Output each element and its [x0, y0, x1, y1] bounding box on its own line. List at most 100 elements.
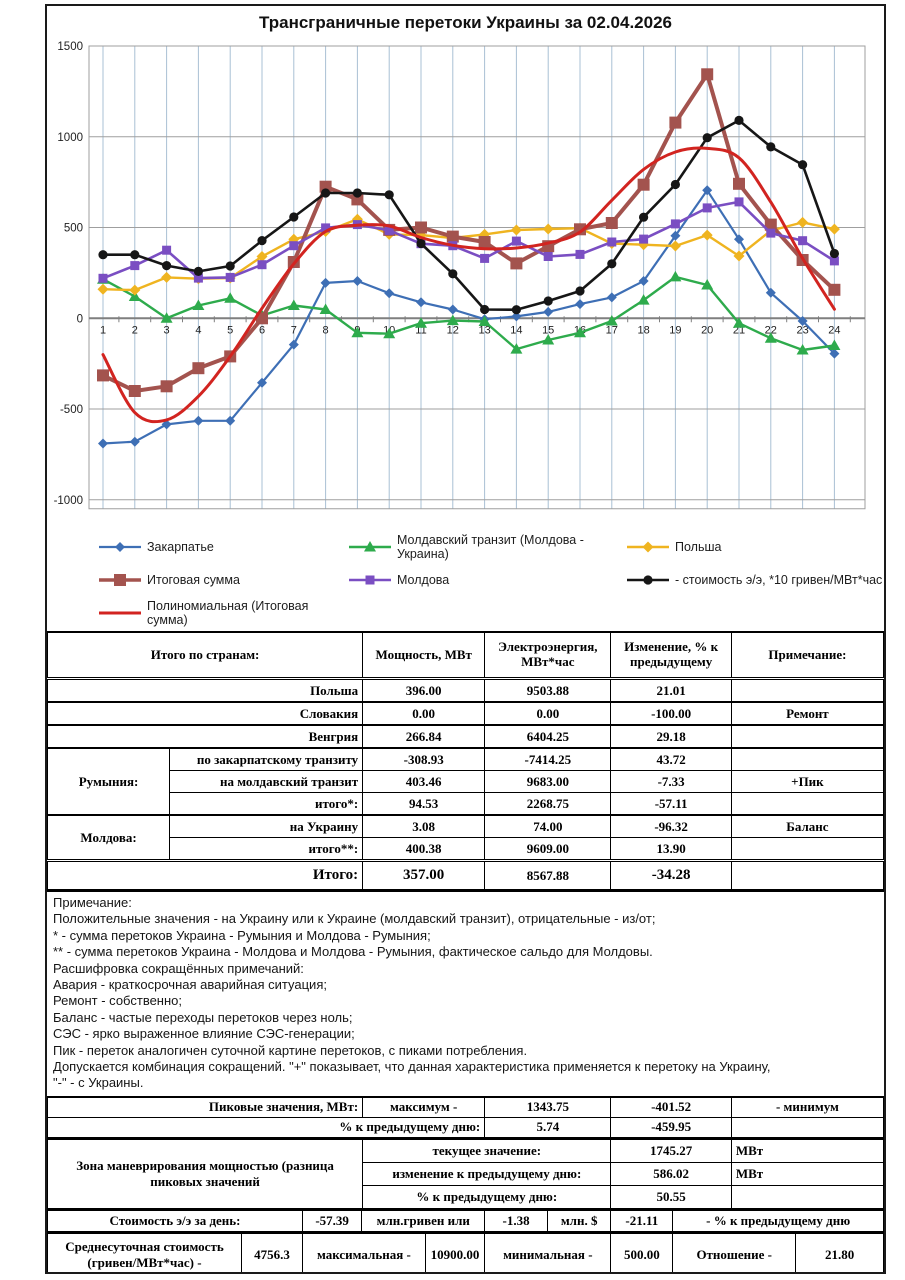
daily-cost-pct-label: - % к предыдущему дню [672, 1209, 884, 1232]
table-row-grand-total: Итого: 357.00 8567.88 -34.28 [47, 859, 884, 890]
legend-marker-diamond-icon [99, 541, 141, 552]
total-energy: 8567.88 [484, 859, 612, 890]
table-row-romania-subtotal: итого*: 94.53 2268.75 -57.11 [48, 792, 884, 816]
daily-cost-usd: -1.38 [484, 1209, 548, 1232]
note-line: Расшифровка сокращённых примечаний: [53, 960, 304, 976]
note-line: ** - сумма перетоков Украина - Молдова и… [53, 944, 653, 960]
country-label: Польша [47, 678, 364, 703]
power-value: 403.46 [362, 770, 486, 793]
svg-text:13: 13 [478, 324, 490, 336]
daily-cost-uah-unit: млн.гривен или [361, 1209, 486, 1232]
peak-values-table: Пиковые значения, МВт: максимум - 1343.7… [47, 1095, 884, 1138]
energy-value: -7414.25 [484, 747, 612, 771]
note-line: Авария - краткосрочная аварийная ситуаци… [53, 977, 327, 993]
change-value: 13.90 [610, 837, 732, 861]
table-row-romania-zakarpattia: Румыния: по закарпатскому транзиту -308.… [47, 747, 884, 816]
zone-row-unit: МВт [730, 1138, 884, 1163]
svg-text:-500: -500 [60, 404, 83, 416]
avg-cost-ratio-value: 21.80 [795, 1232, 884, 1272]
power-value: -308.93 [362, 747, 486, 771]
total-note [730, 859, 884, 890]
avg-cost-row: Среднесуточная стоимость (гривен/МВт*час… [47, 1232, 884, 1272]
note-value [730, 837, 884, 861]
note-value [730, 678, 884, 703]
legend-label: Польша [675, 539, 722, 554]
note-value [730, 792, 884, 816]
svg-text:2: 2 [132, 324, 138, 336]
power-value: 0.00 [362, 701, 486, 726]
svg-text:20: 20 [701, 324, 713, 336]
sub-label: итого*: [169, 792, 364, 816]
legend-marker-diamond-icon [627, 541, 669, 552]
legend-label: - стоимость э/э, *10 гривен/МВт*час [675, 572, 883, 587]
sub-label: по закарпатскому транзиту [169, 747, 364, 771]
header-energy: Электроэнергия, МВт*час [484, 631, 612, 680]
daily-cost-usd-unit: млн. $ [546, 1209, 612, 1232]
svg-text:11: 11 [415, 324, 426, 336]
flows-chart: 150010005000-500-10001234567891011121314… [54, 41, 866, 510]
legend-item-poland: Польша [625, 540, 884, 554]
svg-text:22: 22 [765, 324, 777, 336]
avg-cost-min-label: минимальная - [484, 1232, 612, 1272]
zone-row-unit [730, 1184, 884, 1209]
avg-cost-min-value: 500.00 [610, 1232, 674, 1272]
avg-cost-label: Среднесуточная стоимость (гривен/МВт*час… [47, 1232, 242, 1272]
zone-row-value: 586.02 [610, 1161, 732, 1186]
legend-label: Закарпатье [147, 539, 214, 554]
chart-legend: Закарпатье Молдавский транзит (Молдова -… [47, 524, 884, 631]
zone-row-change: изменение к предыдущему дню: 586.02 МВт [48, 1161, 884, 1186]
svg-text:5: 5 [227, 324, 233, 336]
pct-tail [730, 1116, 884, 1138]
table-row-slovakia: Словакия 0.00 0.00 -100.00 Ремонт [47, 701, 884, 726]
energy-value: 0.00 [484, 701, 612, 726]
avg-cost-table: Среднесуточная стоимость (гривен/МВт*час… [47, 1231, 884, 1272]
total-label: Итого: [47, 859, 364, 890]
peak-row-max-min: Пиковые значения, МВт: максимум - 1343.7… [47, 1096, 884, 1118]
power-value: 400.38 [362, 837, 486, 861]
legend-item-total-sum: Итоговая сумма [97, 573, 347, 587]
table-header-row: Итого по странам: Мощность, МВт Электроэ… [47, 631, 884, 680]
legend-item-moldova: Молдова [347, 573, 625, 587]
group-label-moldova: Молдова: [47, 814, 171, 861]
daily-cost-uah: -57.39 [301, 1209, 363, 1232]
report-page: Трансграничные перетоки Украины за 02.04… [45, 4, 886, 1274]
svg-text:19: 19 [669, 324, 681, 336]
power-value: 94.53 [362, 792, 486, 816]
legend-item-zakarpattia: Закарпатье [97, 540, 347, 554]
svg-text:1: 1 [100, 324, 106, 336]
page-title: Трансграничные перетоки Украины за 02.04… [259, 13, 672, 32]
note-line: СЭС - ярко выраженное влияние СЭС-генера… [53, 1026, 355, 1042]
peak-row-pct: % к предыдущему дню: 5.74 -459.95 [47, 1116, 884, 1138]
change-value: -57.11 [610, 792, 732, 816]
note-line: Допускается комбинация сокращений. "+" п… [53, 1059, 771, 1075]
legend-item-moldavian-transit: Молдавский транзит (Молдова - Украина) [347, 533, 625, 561]
notes-block: Примечание: Положительные значения - на … [47, 890, 884, 1096]
svg-text:6: 6 [259, 324, 265, 336]
zone-label: Зона маневрирования мощностью (разница п… [47, 1138, 364, 1209]
avg-cost-ratio-label: Отношение - [672, 1232, 797, 1272]
svg-text:1500: 1500 [57, 41, 83, 53]
max-label: максимум - [362, 1096, 486, 1118]
power-value: 3.08 [362, 814, 486, 838]
energy-value: 2268.75 [484, 792, 612, 816]
svg-text:4: 4 [195, 324, 201, 336]
energy-value: 6404.25 [484, 724, 612, 749]
header-note: Примечание: [730, 631, 884, 680]
note-line: * - сумма перетоков Украина - Румыния и … [53, 927, 431, 943]
energy-value: 9503.88 [484, 678, 612, 703]
table-row-hungary: Венгрия 266.84 6404.25 29.18 [47, 724, 884, 749]
legend-marker-square-icon [99, 573, 141, 586]
total-power: 357.00 [362, 859, 486, 890]
chart-area: 150010005000-500-10001234567891011121314… [47, 38, 884, 524]
legend-marker-square-icon [349, 575, 391, 584]
svg-text:17: 17 [606, 324, 618, 336]
svg-text:15: 15 [542, 324, 554, 336]
note-value [730, 724, 884, 749]
legend-marker-circle-icon [627, 574, 669, 585]
svg-text:3: 3 [164, 324, 170, 336]
legend-label: Итоговая сумма [147, 572, 240, 587]
group-label-romania: Румыния: [47, 747, 171, 816]
svg-text:14: 14 [510, 324, 522, 336]
zone-row-unit: МВт [730, 1161, 884, 1186]
svg-text:24: 24 [828, 324, 840, 336]
